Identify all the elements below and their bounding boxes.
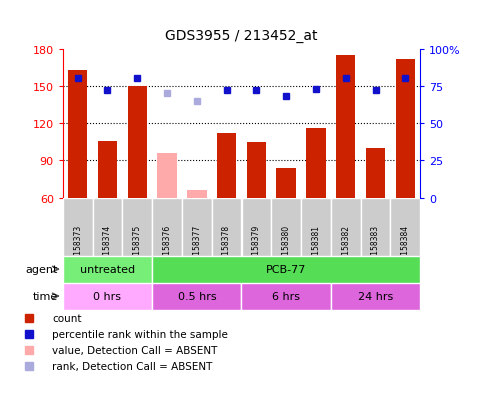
Bar: [152, 198, 182, 256]
Text: agent: agent: [26, 264, 58, 275]
Bar: [182, 198, 212, 256]
Text: GSM158375: GSM158375: [133, 224, 142, 271]
Text: count: count: [52, 313, 82, 323]
Text: GSM158373: GSM158373: [73, 224, 82, 271]
Text: 24 hrs: 24 hrs: [358, 291, 393, 301]
Bar: [366, 149, 385, 198]
Text: PCB-77: PCB-77: [266, 264, 306, 275]
Text: GSM158383: GSM158383: [371, 224, 380, 270]
Bar: [68, 71, 87, 198]
Bar: [361, 198, 390, 256]
Bar: [212, 198, 242, 256]
Bar: [157, 154, 177, 198]
Bar: [63, 198, 93, 256]
Bar: [242, 198, 271, 256]
Text: GDS3955 / 213452_at: GDS3955 / 213452_at: [165, 29, 318, 43]
Bar: [306, 129, 326, 198]
Bar: [152, 283, 242, 310]
Bar: [98, 141, 117, 198]
Text: 0.5 hrs: 0.5 hrs: [178, 291, 216, 301]
Text: GSM158379: GSM158379: [252, 224, 261, 271]
Bar: [63, 283, 152, 310]
Bar: [247, 142, 266, 198]
Bar: [301, 198, 331, 256]
Text: 6 hrs: 6 hrs: [272, 291, 300, 301]
Text: value, Detection Call = ABSENT: value, Detection Call = ABSENT: [52, 345, 218, 355]
Text: percentile rank within the sample: percentile rank within the sample: [52, 329, 228, 339]
Bar: [187, 191, 207, 198]
Text: 0 hrs: 0 hrs: [94, 291, 121, 301]
Bar: [93, 198, 122, 256]
Bar: [336, 56, 355, 198]
Bar: [276, 169, 296, 198]
Text: GSM158377: GSM158377: [192, 224, 201, 271]
Text: untreated: untreated: [80, 264, 135, 275]
Bar: [122, 198, 152, 256]
Text: time: time: [33, 291, 58, 301]
Bar: [331, 198, 361, 256]
Text: rank, Detection Call = ABSENT: rank, Detection Call = ABSENT: [52, 361, 213, 371]
Text: GSM158384: GSM158384: [401, 224, 410, 270]
Bar: [271, 198, 301, 256]
Text: GSM158382: GSM158382: [341, 224, 350, 270]
Text: GSM158380: GSM158380: [282, 224, 291, 270]
Bar: [217, 134, 236, 198]
Text: GSM158381: GSM158381: [312, 224, 320, 270]
Bar: [390, 198, 420, 256]
Bar: [63, 256, 152, 283]
Bar: [152, 256, 420, 283]
Bar: [331, 283, 420, 310]
Text: GSM158378: GSM158378: [222, 224, 231, 270]
Bar: [242, 283, 331, 310]
Bar: [128, 87, 147, 198]
Text: GSM158376: GSM158376: [163, 224, 171, 271]
Bar: [396, 59, 415, 198]
Text: GSM158374: GSM158374: [103, 224, 112, 271]
